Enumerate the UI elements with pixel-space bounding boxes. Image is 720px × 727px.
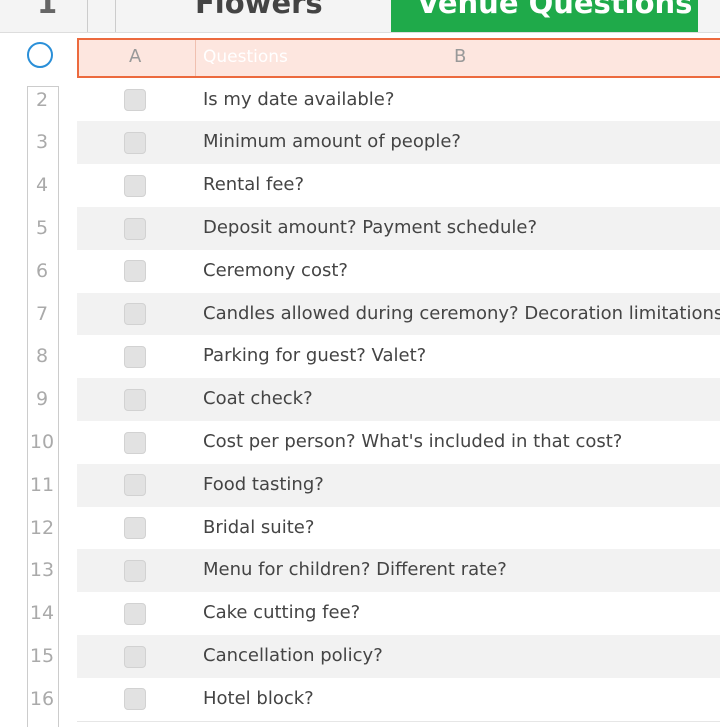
row-number[interactable]: 2 xyxy=(35,88,49,111)
header-row: Questions xyxy=(77,38,720,78)
row[interactable] xyxy=(77,421,720,465)
question[interactable]: Cost per person? What's included in that… xyxy=(203,431,623,452)
row[interactable] xyxy=(77,506,720,551)
checkbox[interactable] xyxy=(124,559,146,582)
checkbox[interactable] xyxy=(124,474,146,497)
checkbox[interactable] xyxy=(124,131,146,154)
question[interactable]: Parking for guest? Valet? xyxy=(203,345,427,367)
checkbox[interactable] xyxy=(124,345,146,368)
row-number[interactable]: 4 xyxy=(35,174,49,197)
row-number[interactable]: 5 xyxy=(35,217,49,239)
checkbox[interactable] xyxy=(124,517,146,540)
row[interactable] xyxy=(77,463,720,508)
row-number[interactable]: 6 xyxy=(35,259,49,282)
checkbox[interactable] xyxy=(124,602,146,625)
tab[interactable]: Flowers xyxy=(195,0,323,20)
active-tab[interactable]: Venue Questions xyxy=(391,0,698,32)
checkbox[interactable] xyxy=(124,89,146,112)
row-number[interactable]: 12 xyxy=(29,516,55,539)
checkbox[interactable] xyxy=(124,174,146,197)
row-number[interactable]: 13 xyxy=(29,559,55,582)
header-cell[interactable]: Questions xyxy=(203,47,288,67)
checkbox[interactable] xyxy=(124,431,146,454)
checkbox[interactable] xyxy=(124,260,146,283)
question[interactable]: Rental fee? xyxy=(203,174,305,196)
row[interactable] xyxy=(77,78,720,123)
row[interactable] xyxy=(77,249,720,294)
question[interactable]: Cake cutting fee? xyxy=(203,602,361,624)
row[interactable] xyxy=(77,164,720,208)
column-header[interactable]: A xyxy=(129,46,142,67)
row[interactable] xyxy=(77,635,720,679)
checkbox[interactable] xyxy=(124,645,146,668)
question[interactable]: Hotel block? xyxy=(203,687,314,709)
checkbox[interactable] xyxy=(124,688,146,711)
row-number[interactable]: 3 xyxy=(35,131,49,154)
checkbox[interactable] xyxy=(124,217,146,240)
checkbox[interactable] xyxy=(124,388,146,411)
question[interactable]: Ceremony cost? xyxy=(203,259,348,281)
separator xyxy=(115,0,116,32)
corner-label: 1 xyxy=(37,0,58,20)
row-header-column xyxy=(27,86,59,727)
select-all-button[interactable] xyxy=(27,42,53,68)
question[interactable]: Cancellation policy? xyxy=(203,645,383,666)
question[interactable]: Coat check? xyxy=(203,388,313,410)
top-bar: 1 Flowers Venue Questions xyxy=(0,0,720,33)
row-number[interactable]: 14 xyxy=(29,602,55,625)
row[interactable] xyxy=(77,677,720,722)
row[interactable] xyxy=(77,207,720,251)
separator xyxy=(87,0,88,32)
row-number[interactable]: 10 xyxy=(29,431,55,453)
question[interactable]: Is my date available? xyxy=(203,88,395,110)
row-number[interactable]: 11 xyxy=(29,473,55,496)
row[interactable] xyxy=(77,549,720,594)
question[interactable]: Food tasting? xyxy=(203,473,324,495)
row[interactable] xyxy=(77,378,720,422)
row-number[interactable]: 16 xyxy=(29,687,55,710)
tab-label: Venue Questions xyxy=(417,0,693,20)
question[interactable]: Bridal suite? xyxy=(203,516,315,538)
question[interactable]: Candles allowed during ceremony? Decorat… xyxy=(203,302,720,324)
question[interactable]: Deposit amount? Payment schedule? xyxy=(203,217,538,238)
checkbox[interactable] xyxy=(124,303,146,326)
row[interactable] xyxy=(77,592,720,636)
column-header[interactable]: B xyxy=(454,46,467,67)
row[interactable] xyxy=(77,335,720,380)
question[interactable]: Minimum amount of people? xyxy=(203,131,461,153)
row-number[interactable]: 9 xyxy=(35,388,49,411)
row-number[interactable]: 15 xyxy=(29,645,55,667)
question[interactable]: Menu for children? Different rate? xyxy=(203,559,507,581)
row[interactable] xyxy=(77,121,720,166)
separator xyxy=(195,40,196,76)
row-number[interactable]: 8 xyxy=(35,345,49,368)
row-number[interactable]: 7 xyxy=(35,302,49,325)
